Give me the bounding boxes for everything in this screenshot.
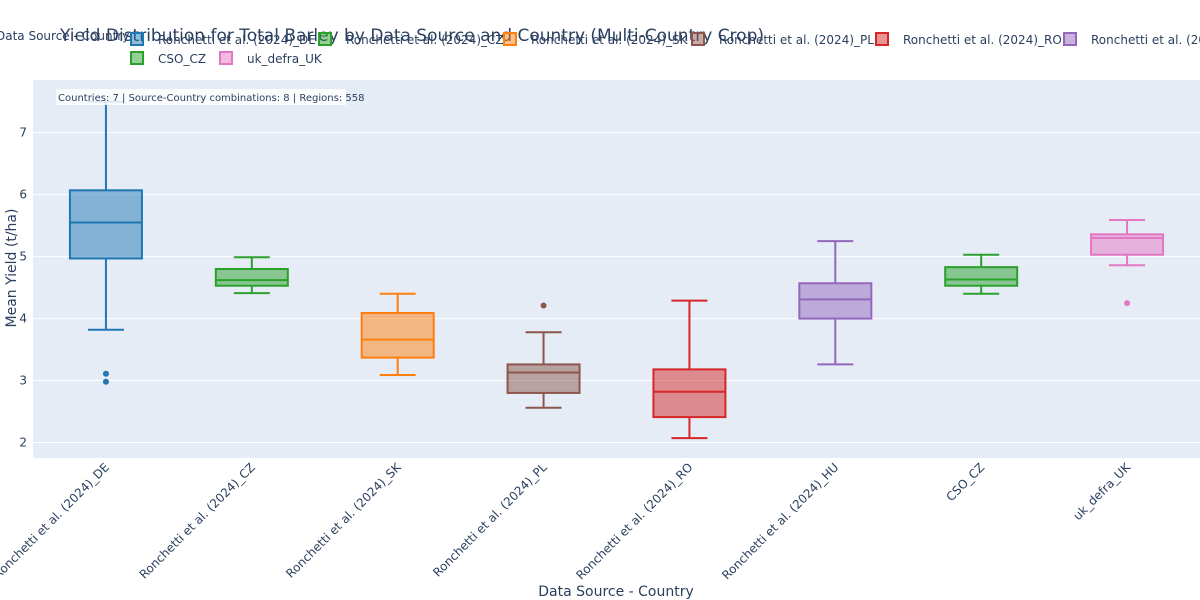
legend-title: Data Source - Country bbox=[0, 29, 129, 43]
gridlines bbox=[33, 132, 1200, 444]
legend[interactable]: Ronchetti et al. (2024)_DE Ronchetti et a… bbox=[130, 32, 1200, 66]
box-group bbox=[68, 100, 143, 385]
legend-item[interactable]: Ronchetti et al. (2024)_SK bbox=[503, 32, 689, 47]
legend-swatch bbox=[503, 32, 517, 46]
legend-swatch bbox=[219, 51, 233, 65]
boxes bbox=[68, 100, 1165, 440]
y-tick-label: 6 bbox=[19, 188, 27, 202]
legend-label: uk_defra_UK bbox=[247, 52, 323, 66]
annotation-text: Countries: 7 | Source-Country combinatio… bbox=[58, 93, 364, 104]
legend-label: Ronchetti et al. (202 bbox=[1091, 33, 1200, 47]
legend-item[interactable]: Ronchetti et al. (2024)_RO bbox=[875, 32, 1062, 47]
x-tick-label: Ronchetti et al. (2024)_HU bbox=[719, 460, 841, 582]
x-axis-ticks: Ronchetti et al. (2024)_DE Ronchetti et a… bbox=[0, 459, 1134, 582]
legend-swatch bbox=[875, 32, 889, 46]
legend-label: Ronchetti et al. (2024)_DE bbox=[158, 33, 316, 47]
x-axis-title: Data Source - Country bbox=[538, 584, 694, 600]
legend-label: Ronchetti et al. (2024)_CZ bbox=[346, 33, 504, 47]
legend-swatch bbox=[130, 32, 144, 46]
legend-label: Ronchetti et al. (2024)_RO bbox=[903, 33, 1062, 47]
outlier-point bbox=[102, 378, 109, 385]
box-group bbox=[214, 256, 289, 295]
box-group bbox=[944, 253, 1019, 295]
legend-item[interactable]: Ronchetti et al. (2024)_CZ bbox=[318, 32, 504, 47]
legend-swatch bbox=[1063, 32, 1077, 46]
y-tick-label: 5 bbox=[19, 250, 27, 264]
x-tick-label: Ronchetti et al. (2024)_DE bbox=[0, 460, 112, 582]
outlier-point bbox=[102, 370, 109, 377]
box-group bbox=[506, 302, 581, 409]
legend-item[interactable]: Ronchetti et al. (202 bbox=[1063, 32, 1200, 47]
y-tick-label: 4 bbox=[19, 312, 27, 326]
y-tick-label: 3 bbox=[19, 374, 27, 388]
y-axis-title: Mean Yield (t/ha) bbox=[4, 209, 20, 328]
box-iqr bbox=[214, 268, 289, 287]
x-tick-label: CSO_CZ bbox=[943, 460, 987, 504]
legend-label: Ronchetti et al. (2024)_PL bbox=[719, 33, 874, 47]
x-tick-label: Ronchetti et al. (2024)_RO bbox=[573, 460, 695, 582]
legend-item[interactable]: Ronchetti et al. (2024)_DE bbox=[130, 32, 316, 47]
box-iqr bbox=[68, 189, 143, 260]
legend-item[interactable]: uk_defra_UK bbox=[219, 51, 323, 66]
legend-item[interactable]: Ronchetti et al. (2024)_PL bbox=[691, 32, 874, 47]
box-iqr bbox=[944, 266, 1019, 287]
legend-swatch bbox=[691, 32, 705, 46]
box-group bbox=[652, 299, 727, 440]
outlier-point bbox=[540, 302, 547, 309]
annotation-box: Countries: 7 | Source-Country combinatio… bbox=[56, 89, 364, 105]
y-axis-ticks: 2 3 4 5 6 7 bbox=[19, 126, 27, 450]
chart-title: Yield Distribution for Total Barley by D… bbox=[59, 26, 764, 46]
box-iqr bbox=[798, 282, 873, 320]
box-group bbox=[360, 292, 435, 376]
legend-label: Ronchetti et al. (2024)_SK bbox=[531, 33, 689, 47]
plot-background bbox=[33, 80, 1200, 458]
box-iqr bbox=[652, 368, 727, 419]
legend-swatch bbox=[130, 51, 144, 65]
box-iqr bbox=[360, 311, 435, 359]
x-tick-label: Ronchetti et al. (2024)_PL bbox=[430, 460, 550, 580]
box-group bbox=[798, 240, 873, 366]
legend-swatch bbox=[318, 32, 332, 46]
y-tick-label: 2 bbox=[19, 436, 27, 450]
legend-item[interactable]: CSO_CZ bbox=[130, 51, 206, 66]
outlier-point bbox=[1124, 300, 1131, 307]
y-tick-label: 7 bbox=[19, 126, 27, 140]
x-tick-label: Ronchetti et al. (2024)_SK bbox=[283, 459, 404, 580]
x-tick-label: uk_defra_UK bbox=[1070, 459, 1134, 523]
box-group bbox=[1090, 219, 1165, 307]
box-iqr bbox=[1090, 233, 1165, 256]
x-tick-label: Ronchetti et al. (2024)_CZ bbox=[137, 460, 258, 581]
legend-label: CSO_CZ bbox=[158, 52, 206, 66]
box-iqr bbox=[506, 363, 581, 394]
